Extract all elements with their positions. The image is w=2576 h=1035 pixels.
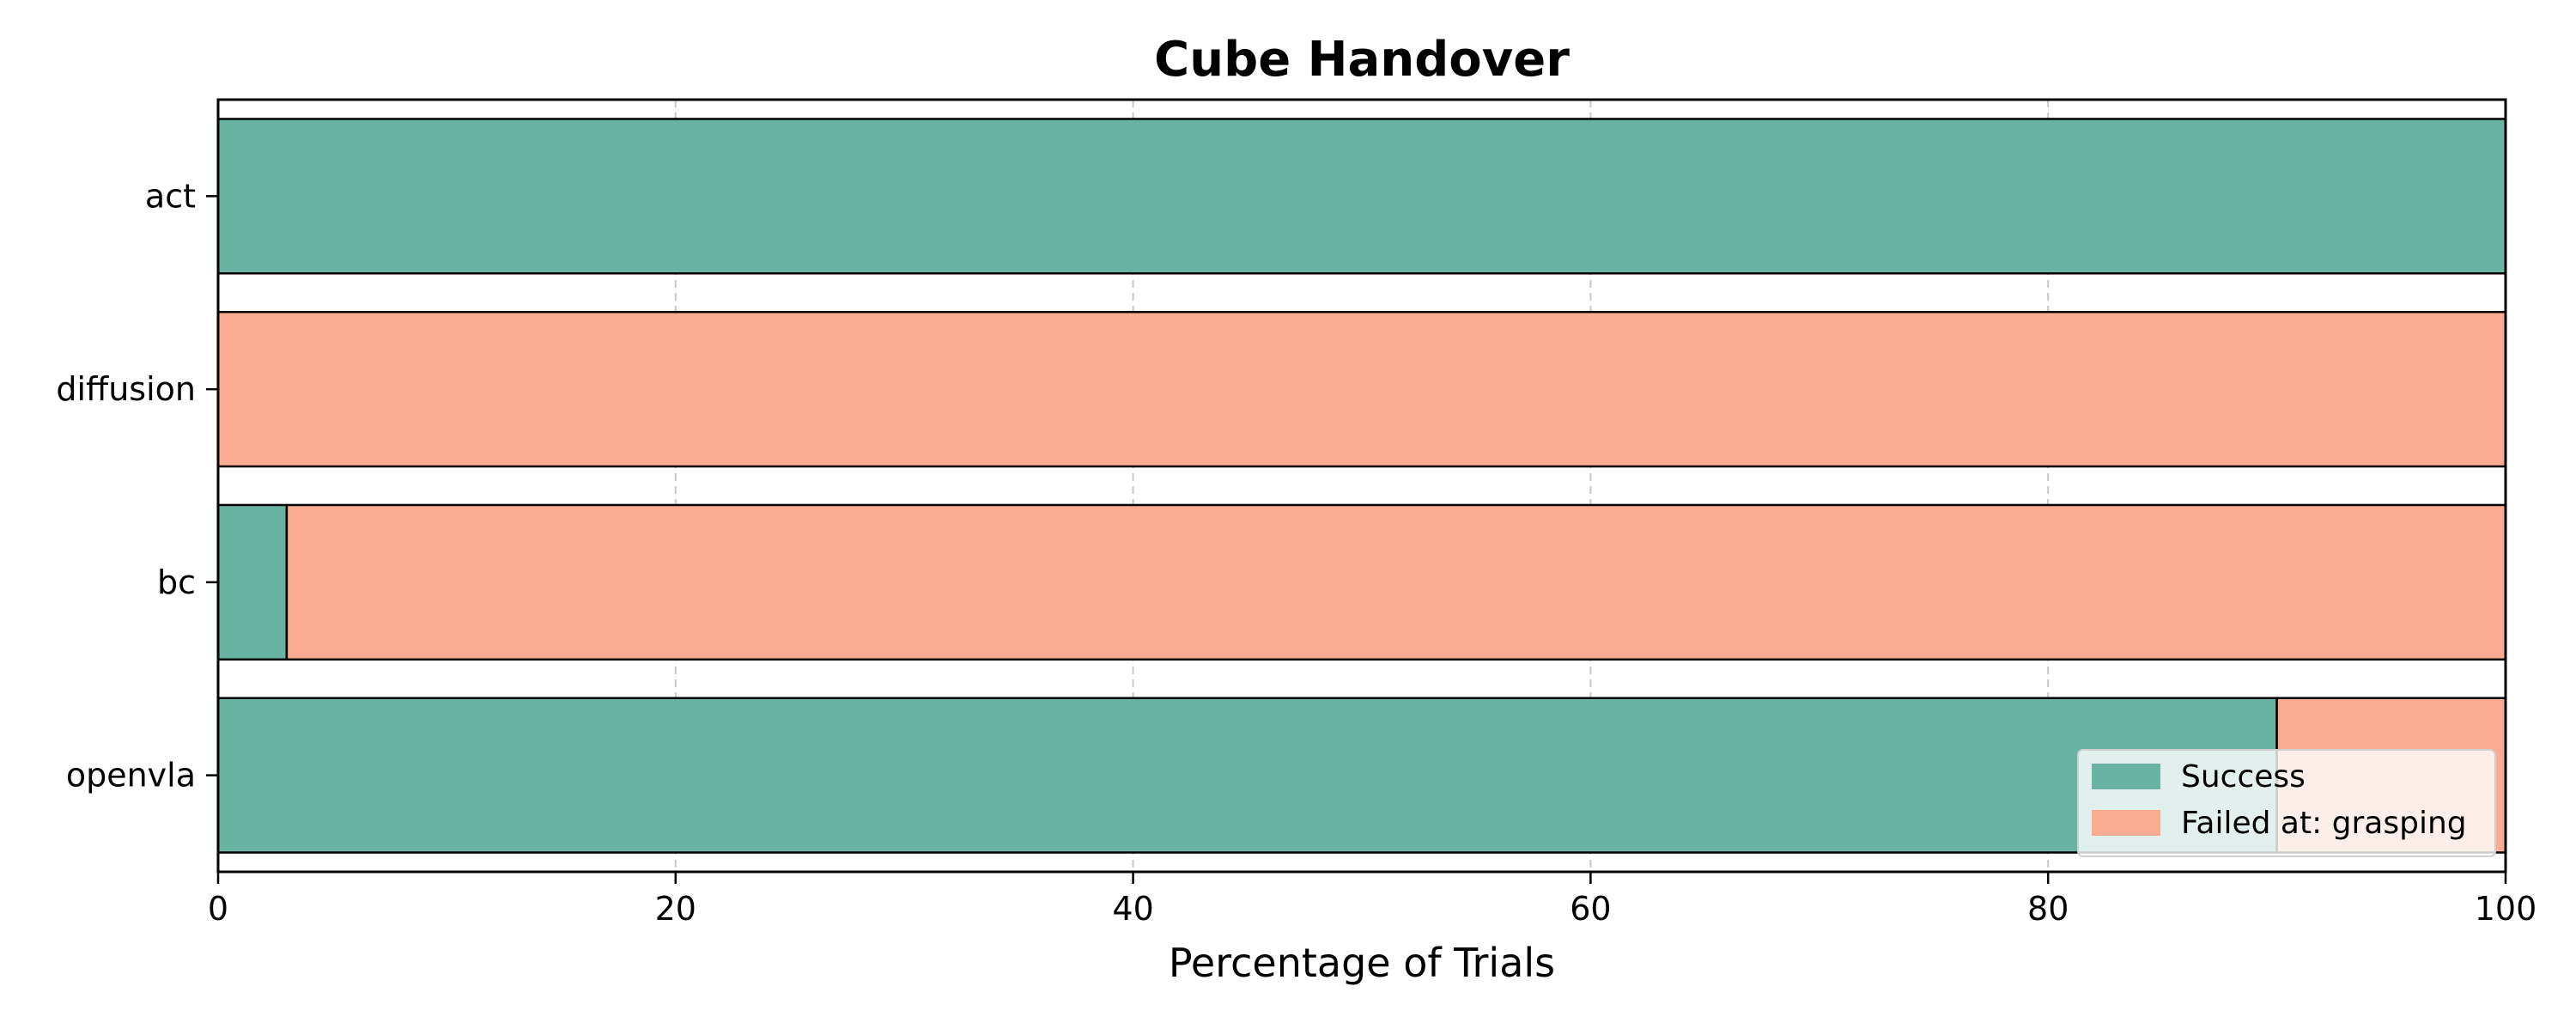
legend-entry: Failed at: grasping bbox=[2181, 806, 2467, 841]
legend-swatch bbox=[2092, 810, 2160, 836]
y-tick-label: diffusion bbox=[56, 370, 196, 408]
plot-frame bbox=[216, 98, 2507, 874]
y-tick-label: act bbox=[145, 177, 196, 215]
bar-bc-failed-grasping bbox=[285, 503, 2507, 661]
y-tick-label: bc bbox=[157, 563, 196, 601]
bar-bc-success bbox=[216, 503, 289, 661]
y-tick-label: openvla bbox=[66, 757, 196, 795]
x-tick-label: 0 bbox=[208, 890, 228, 928]
x-tick-label: 100 bbox=[2475, 890, 2537, 928]
legend-entry: Success bbox=[2181, 759, 2306, 795]
bars bbox=[216, 118, 2507, 854]
bar-act-success bbox=[216, 118, 2507, 275]
chart-title: Cube Handover bbox=[1154, 32, 1570, 88]
x-tick-label: 20 bbox=[655, 890, 696, 928]
bar-diffusion-failed-grasping bbox=[216, 310, 2507, 468]
bar-openvla-success bbox=[216, 697, 2278, 854]
x-tick-label: 60 bbox=[1570, 890, 1611, 928]
x-tick-label: 40 bbox=[1112, 890, 1153, 928]
legend-swatch bbox=[2092, 764, 2160, 789]
x-tick-label: 80 bbox=[2027, 890, 2069, 928]
legend: Success Failed at: grasping bbox=[2077, 749, 2496, 857]
axes: 0 20 40 60 80 100 act diffusion bc openvla bbox=[56, 177, 2537, 928]
x-axis-label: Percentage of Trials bbox=[1169, 940, 1555, 986]
legend-box bbox=[2077, 749, 2496, 857]
